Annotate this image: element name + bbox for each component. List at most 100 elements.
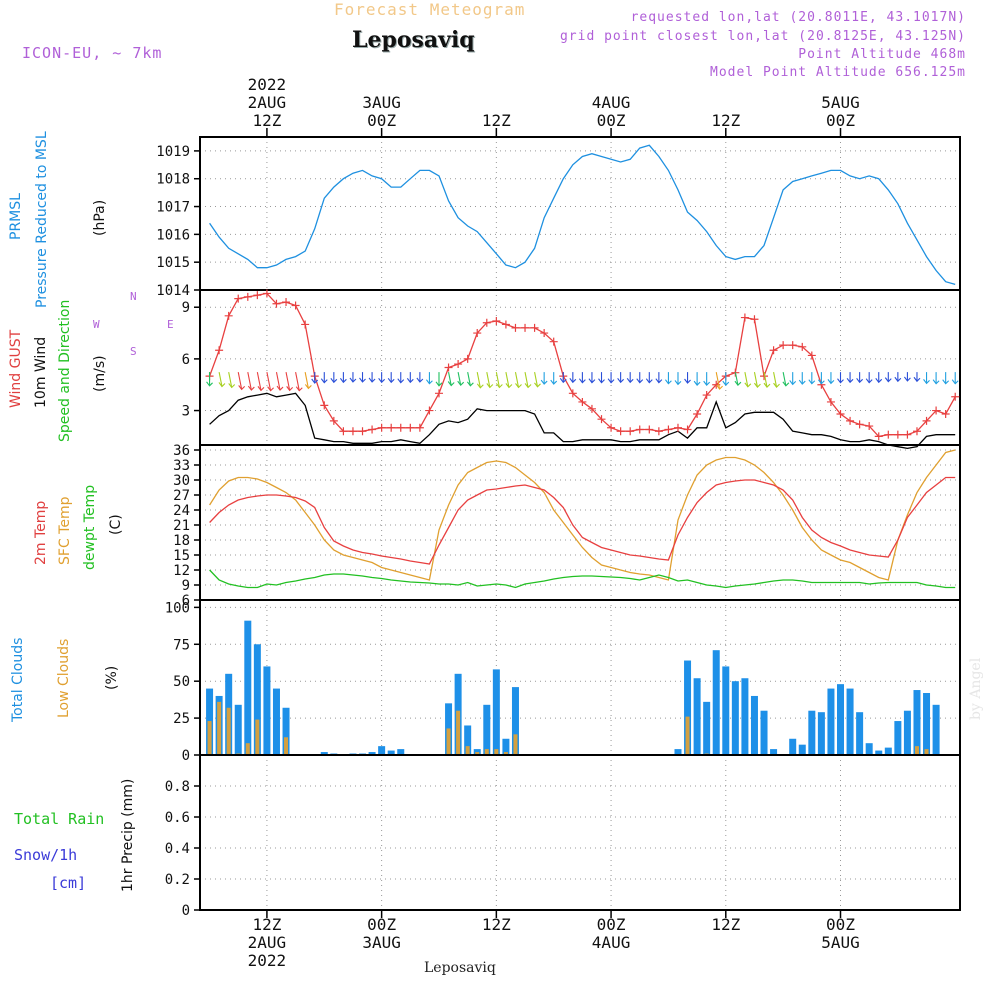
gust-marker [693, 410, 702, 418]
y-tick-label: 27 [173, 488, 190, 504]
gust-marker [645, 425, 654, 434]
wind-arrow-head [387, 377, 395, 384]
wind-arrow [753, 372, 758, 388]
wind-arrow-head [247, 385, 255, 391]
y-tick-label: 0 [182, 903, 190, 919]
gust-marker [348, 427, 357, 436]
wind-arrow-head [359, 377, 366, 383]
wind-arrow-head [588, 378, 596, 384]
wind-arrow-head [923, 379, 930, 385]
snow-unit-label: [cm] [50, 874, 87, 892]
gust-marker [951, 392, 960, 401]
y-tick-label: 15 [173, 548, 190, 564]
wind-arrow-head [607, 378, 615, 384]
wind-arrow [304, 372, 309, 389]
wind-arrow-head [655, 378, 663, 384]
wind-arrow-head [276, 385, 284, 391]
wind-arrow [514, 372, 520, 388]
wind-arrow-head [397, 378, 405, 384]
temp2m-line [209, 476, 956, 565]
gust-marker [912, 427, 921, 436]
wind-arrow [495, 372, 500, 388]
wind-arrow-head [559, 377, 567, 384]
total-cloud-bar [483, 704, 491, 754]
wind-arrow-head [903, 376, 911, 382]
y-tick-label: 0.2 [165, 872, 190, 888]
wind-arrow-head [865, 378, 873, 384]
compass-west: W [93, 318, 101, 331]
gust-line [208, 292, 956, 438]
gust-marker [664, 425, 673, 434]
y-tick-label: 9 [182, 578, 190, 594]
total-cloud-bar [464, 725, 472, 754]
gust-marker [884, 430, 893, 439]
wind-arrow-head [626, 377, 634, 384]
wind-arrow [247, 372, 252, 391]
wind-arrow-head [722, 380, 730, 386]
total-cloud-bar [741, 678, 749, 754]
x-label-bottom: 2022 [248, 951, 287, 970]
total-cloud-bar [846, 688, 854, 754]
y-tick-label: 1016 [156, 227, 190, 243]
gust-marker [501, 320, 510, 329]
gust-marker [750, 315, 759, 324]
model-altitude: Model Point Altitude 656.125m [710, 65, 966, 80]
wind-arrow-head [416, 377, 424, 383]
gust-marker [587, 404, 596, 413]
total-cloud-bar [932, 704, 940, 754]
y-tick-label: 9 [182, 300, 190, 316]
wind-arrow-head [267, 386, 274, 392]
low-cloud-bar [456, 710, 461, 754]
gust-marker [511, 323, 520, 332]
wind-arrow-head [846, 377, 854, 384]
y-tick-label: 25 [173, 711, 190, 727]
x-label-bottom: 12Z [711, 915, 740, 934]
low-cloud-bar [513, 734, 518, 754]
gust-marker [425, 406, 434, 415]
wind-arrow [228, 372, 233, 388]
total-cloud-bar [856, 712, 864, 754]
wind-arrow-head [617, 377, 625, 384]
total-cloud-bar [492, 669, 500, 754]
y-tick-label: 6 [182, 593, 190, 609]
wind-arrow [763, 372, 768, 388]
wind-arrow-head [827, 379, 835, 385]
x-label-top: 12Z [252, 111, 281, 130]
wind-arrow [734, 372, 739, 386]
wind-arrow-head [447, 381, 455, 387]
wind-arrow-head [524, 383, 532, 389]
low-cloud-bar [685, 716, 690, 754]
x-label-top: 2022 [248, 75, 287, 94]
wind-arrow-head [645, 378, 653, 384]
gust-marker [454, 360, 463, 369]
gust-marker [387, 423, 396, 432]
y-tick-label: 0.6 [165, 810, 190, 826]
wind-arrow-head [206, 381, 213, 387]
wind-arrow-head [320, 378, 328, 384]
total-cloud-bar [875, 750, 883, 754]
total-cloud-bar [703, 701, 711, 754]
wind-arrow-head [476, 383, 484, 389]
wind-arrow-head [540, 379, 548, 385]
wind-arrow [486, 372, 491, 388]
footer-location: Leposaviq [424, 960, 496, 976]
gust-marker [272, 299, 281, 308]
total-cloud-bar [884, 747, 892, 754]
y-tick-label: 0.8 [165, 779, 190, 795]
wind-arrow-head [734, 380, 742, 387]
wind-arrow-head [716, 384, 723, 390]
x-label-top: 00Z [367, 111, 396, 130]
gust-marker [702, 391, 711, 400]
total-cloud-bar [693, 678, 701, 754]
wind-arrow [457, 372, 462, 386]
low-cloud-bar [217, 701, 222, 754]
wind-arrow-head [425, 379, 433, 385]
gust-marker [463, 354, 472, 363]
gust-marker [903, 430, 912, 439]
wind-arrow-head [789, 380, 797, 386]
low-cloud-bar [494, 749, 499, 754]
point-altitude: Point Altitude 468m [798, 47, 966, 62]
gust-marker [396, 423, 405, 432]
wind-arrow-head [238, 385, 246, 391]
panel-frame [199, 754, 961, 911]
